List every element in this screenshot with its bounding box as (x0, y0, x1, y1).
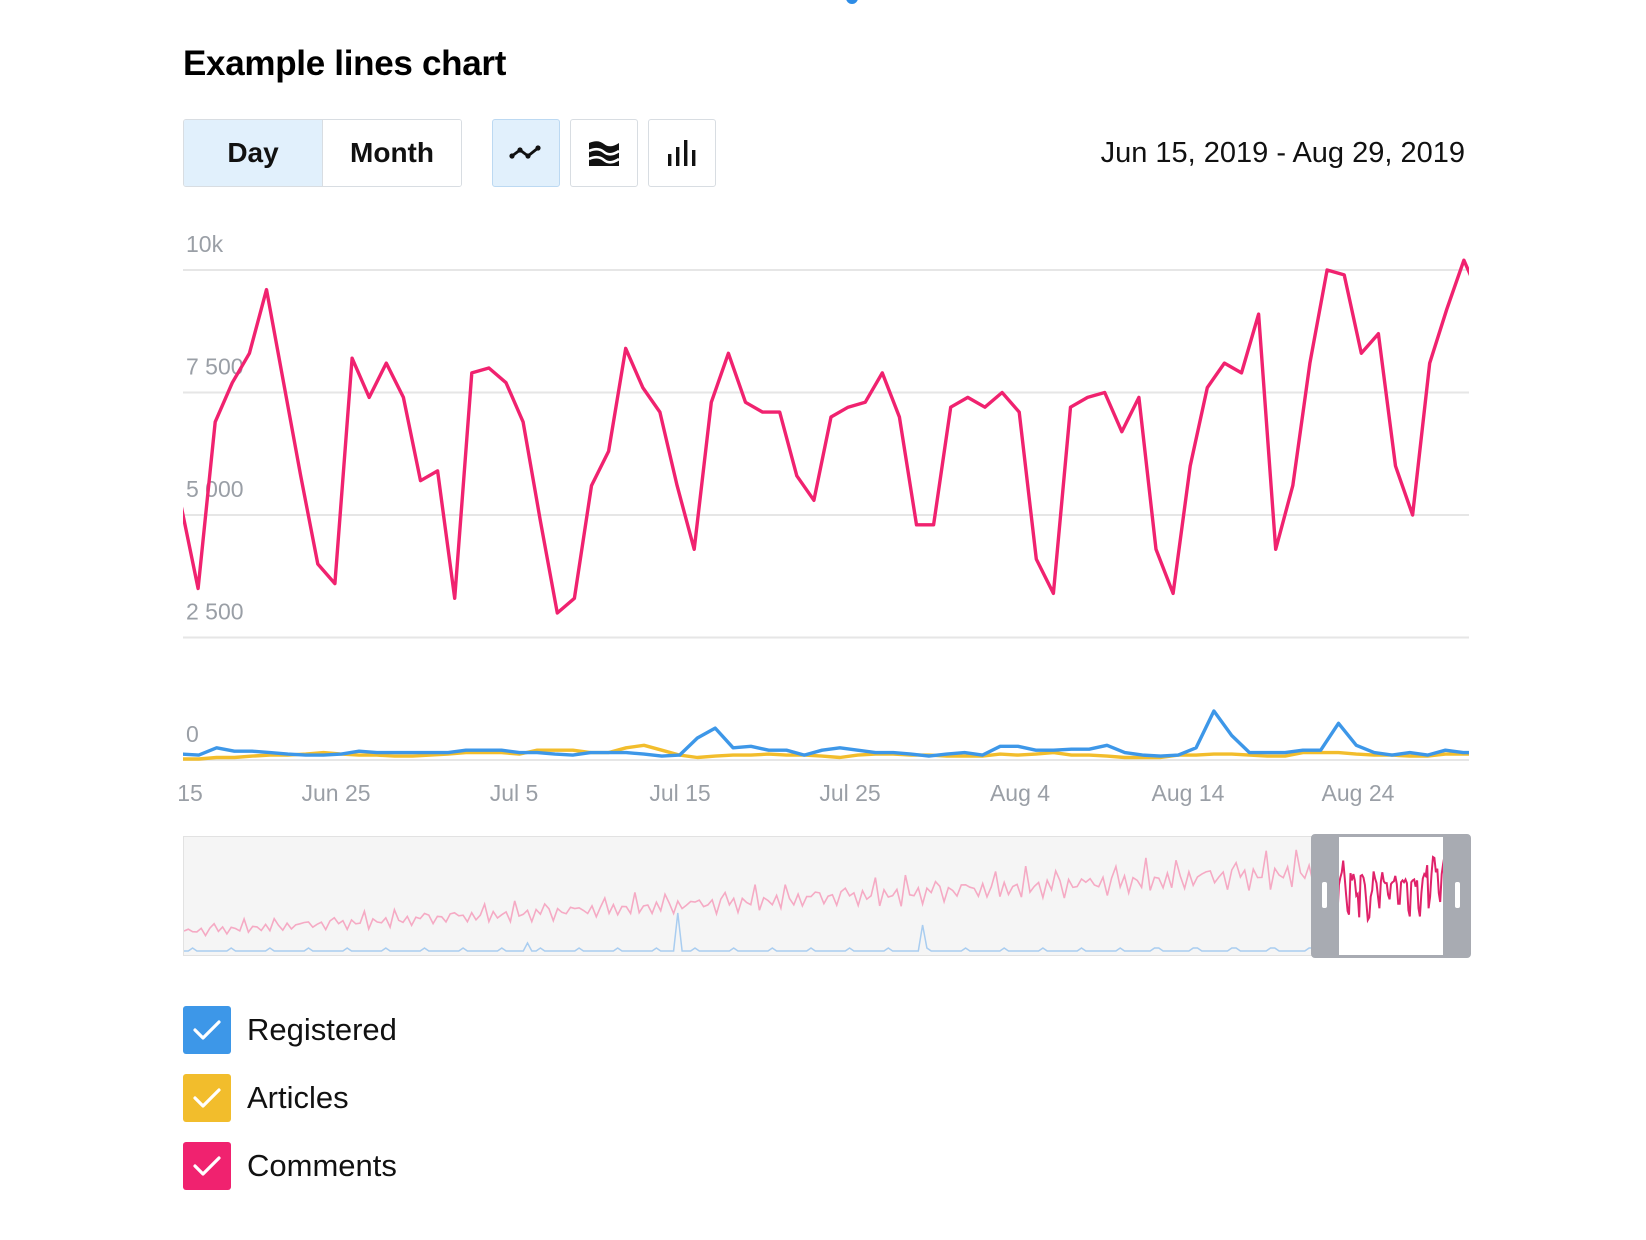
line-chart-button[interactable] (492, 119, 560, 187)
x-tick-label: Aug 24 (1322, 780, 1395, 806)
area-chart-button[interactable] (570, 119, 638, 187)
y-tick-label: 7 500 (186, 354, 244, 380)
y-tick-label: 10k (186, 231, 224, 257)
range-handle-left[interactable] (1322, 882, 1327, 908)
range-navigator[interactable] (183, 834, 1471, 958)
legend: Registered Articles Comments (183, 1006, 397, 1210)
articles-checkbox[interactable] (183, 1074, 231, 1122)
legend-label: Comments (247, 1148, 397, 1183)
comments-checkbox[interactable] (183, 1142, 231, 1190)
top-indicator (846, 0, 858, 4)
legend-item-registered[interactable]: Registered (183, 1006, 397, 1054)
x-tick-label: Jul 25 (819, 780, 880, 806)
period-toggle: Day Month (183, 119, 462, 187)
series-line-articles (183, 743, 1469, 761)
bar-chart-button[interactable] (648, 119, 716, 187)
date-range: Jun 15, 2019 - Aug 29, 2019 (1100, 137, 1465, 169)
legend-item-articles[interactable]: Articles (183, 1074, 397, 1122)
line-chart-icon (509, 145, 541, 159)
range-handle-right[interactable] (1455, 882, 1460, 908)
check-icon (193, 1156, 221, 1176)
day-button[interactable]: Day (184, 120, 322, 186)
overview-window-line (1335, 855, 1447, 924)
y-tick-label: 2 500 (186, 599, 244, 625)
overview-line-comments (183, 840, 1469, 938)
x-tick-label: Jul 15 (649, 780, 710, 806)
series-line-comments (183, 258, 1469, 615)
line-chart-plot: 10k 7 500 5 000 2 500 0 15 Jun 25 Jul 5 Jul 15 J… (177, 231, 1469, 806)
check-icon (193, 1088, 221, 1108)
x-tick-label: Aug 4 (990, 780, 1050, 806)
check-icon (193, 1020, 221, 1040)
range-selection-window[interactable] (1311, 834, 1471, 958)
x-tick-label: Aug 14 (1152, 780, 1225, 806)
bar-chart-icon (668, 140, 696, 166)
y-tick-label: 0 (186, 721, 199, 747)
month-button[interactable]: Month (322, 120, 461, 186)
registered-checkbox[interactable] (183, 1006, 231, 1054)
y-tick-label: 5 000 (186, 476, 244, 502)
overview-line-registered (184, 912, 1468, 952)
series-line-registered (183, 709, 1469, 758)
legend-item-comments[interactable]: Comments (183, 1142, 397, 1190)
legend-label: Registered (247, 1012, 397, 1047)
x-tick-label: Jul 5 (490, 780, 539, 806)
overview-chart (183, 837, 1469, 955)
legend-label: Articles (247, 1080, 349, 1115)
x-tick-label: 15 (177, 780, 203, 806)
chart-title: Example lines chart (183, 44, 507, 83)
area-chart-icon (588, 141, 620, 166)
x-tick-label: Jun 25 (301, 780, 370, 806)
